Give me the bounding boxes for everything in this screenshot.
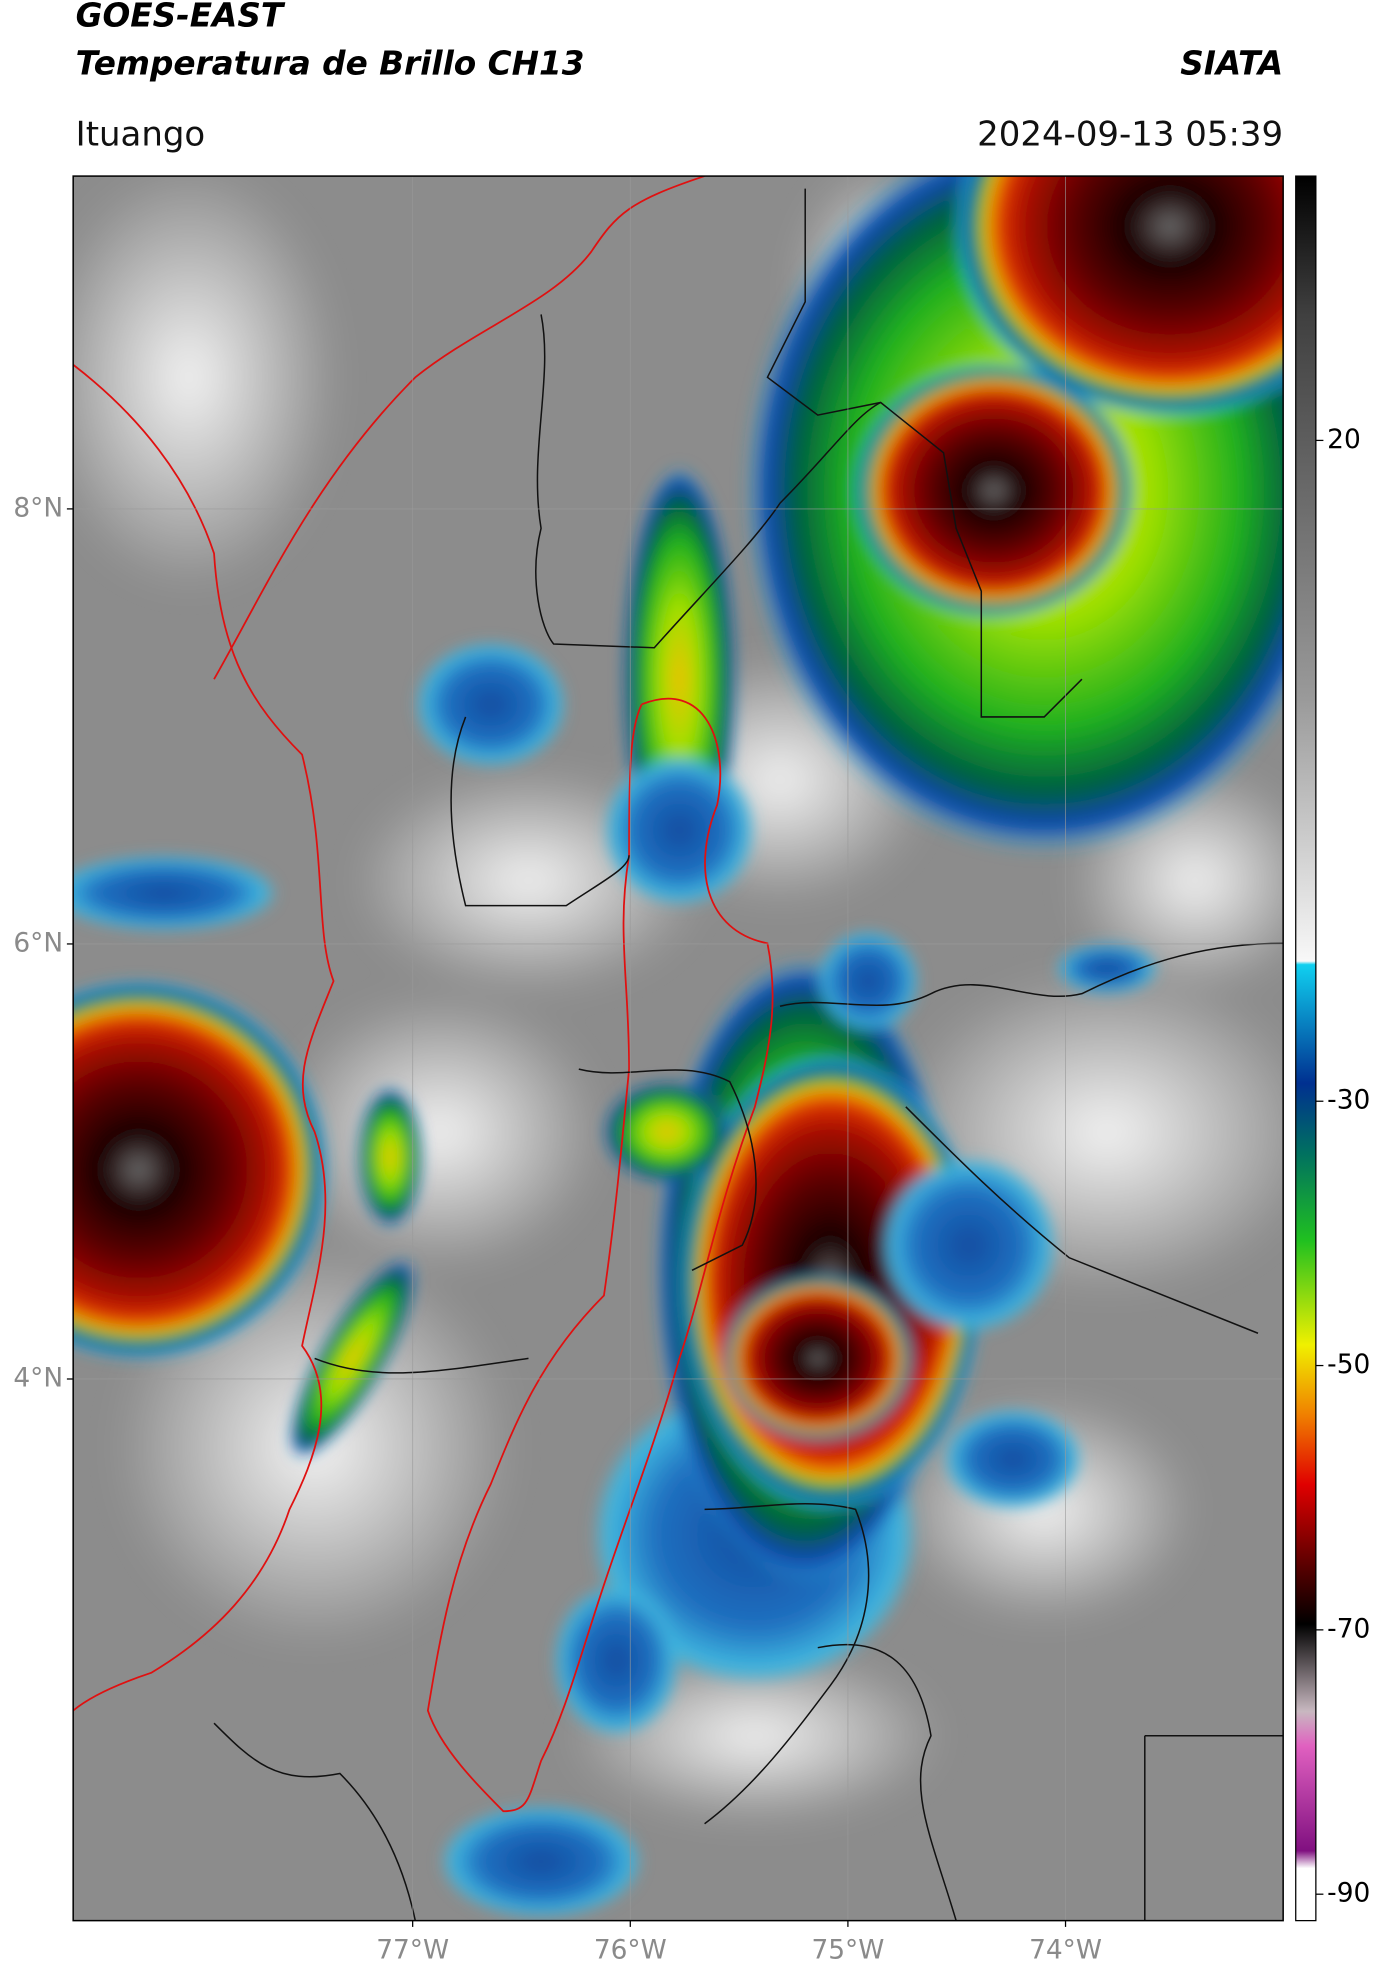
y-tick-label: 4°N <box>13 1362 63 1393</box>
colorbar-tick-label: -30 <box>1327 1085 1370 1116</box>
location: Ituango <box>76 114 206 154</box>
y-tick-label: 8°N <box>13 492 63 523</box>
x-tick-label: 74°W <box>1029 1934 1102 1965</box>
y-tick-label: 6°N <box>13 927 63 958</box>
subtitle: Temperatura de Brillo CH13 <box>76 44 585 82</box>
x-tick-label: 76°W <box>594 1934 667 1965</box>
department-borders <box>73 176 774 1813</box>
map-imagery <box>73 176 1284 1921</box>
colorbar-tick-label: -90 <box>1327 1878 1370 1909</box>
x-tick-label: 77°W <box>376 1934 449 1965</box>
convective-cells <box>73 176 1284 1919</box>
timestamp: 2024-09-13 05:39 <box>977 114 1283 154</box>
colorbar <box>1295 175 1317 1922</box>
map-frame <box>72 175 1284 1922</box>
country-borders <box>213 188 1284 1921</box>
x-tick-label: 75°W <box>811 1934 884 1965</box>
graticule <box>73 176 1284 1921</box>
colorbar-tick-label: -70 <box>1327 1613 1370 1644</box>
colorbar-tick-label: -50 <box>1327 1349 1370 1380</box>
source: SIATA <box>1180 44 1283 82</box>
colorbar-tick-label: 20 <box>1327 424 1361 455</box>
title: GOES-EAST <box>76 0 286 35</box>
